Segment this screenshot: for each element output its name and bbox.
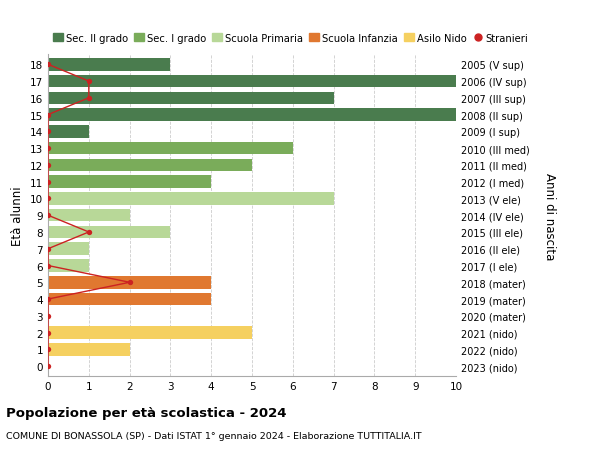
- Y-axis label: Anni di nascita: Anni di nascita: [544, 172, 557, 259]
- Point: [43, 346, 53, 353]
- Bar: [48, 293, 211, 306]
- Bar: [48, 76, 456, 88]
- Point: [43, 212, 53, 219]
- Point: [43, 129, 53, 136]
- Bar: [48, 109, 456, 122]
- Y-axis label: Età alunni: Età alunni: [11, 186, 25, 246]
- Point: [43, 363, 53, 370]
- Point: [43, 196, 53, 203]
- Bar: [48, 226, 170, 239]
- Bar: [48, 193, 334, 205]
- Point: [43, 246, 53, 253]
- Bar: [48, 260, 89, 272]
- Bar: [48, 209, 130, 222]
- Point: [43, 179, 53, 186]
- Bar: [48, 159, 252, 172]
- Bar: [48, 327, 252, 339]
- Text: COMUNE DI BONASSOLA (SP) - Dati ISTAT 1° gennaio 2024 - Elaborazione TUTTITALIA.: COMUNE DI BONASSOLA (SP) - Dati ISTAT 1°…: [6, 431, 422, 441]
- Bar: [48, 176, 211, 189]
- Point: [43, 145, 53, 152]
- Bar: [48, 92, 334, 105]
- Text: Popolazione per età scolastica - 2024: Popolazione per età scolastica - 2024: [6, 406, 287, 419]
- Bar: [48, 126, 89, 138]
- Point: [84, 95, 94, 102]
- Legend: Sec. II grado, Sec. I grado, Scuola Primaria, Scuola Infanzia, Asilo Nido, Stran: Sec. II grado, Sec. I grado, Scuola Prim…: [53, 34, 529, 44]
- Bar: [48, 276, 211, 289]
- Point: [43, 62, 53, 69]
- Point: [43, 262, 53, 269]
- Point: [43, 112, 53, 119]
- Point: [84, 229, 94, 236]
- Bar: [48, 59, 170, 72]
- Point: [43, 162, 53, 169]
- Bar: [48, 243, 89, 256]
- Point: [43, 296, 53, 303]
- Point: [125, 279, 134, 286]
- Point: [43, 313, 53, 320]
- Bar: [48, 343, 130, 356]
- Bar: [48, 142, 293, 155]
- Point: [43, 329, 53, 336]
- Point: [84, 78, 94, 85]
